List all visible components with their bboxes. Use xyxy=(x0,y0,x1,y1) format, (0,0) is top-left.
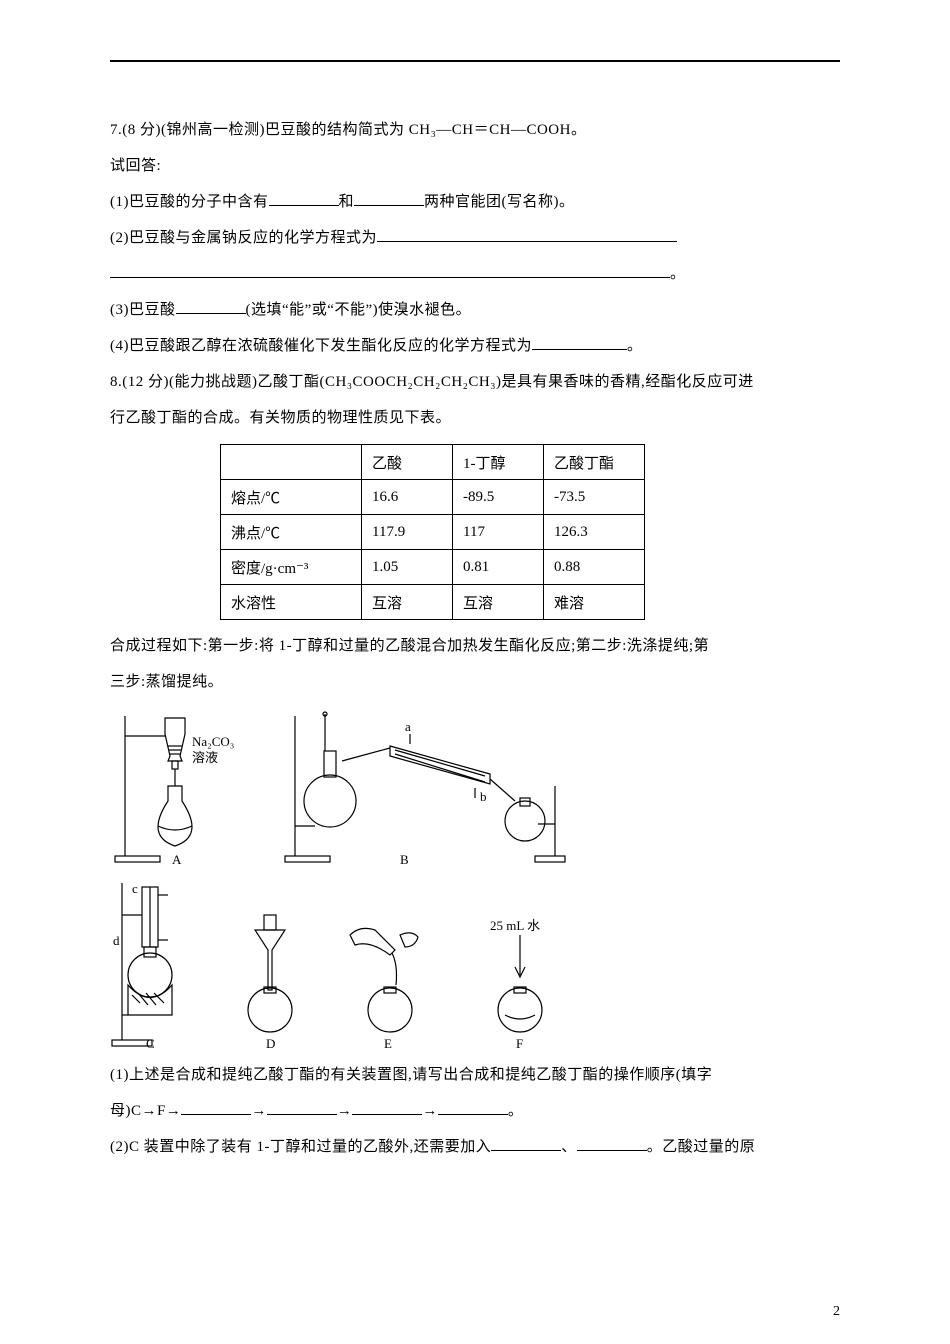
q8-q2: (2)C 装置中除了装有 1-丁醇和过量的乙酸外,还需要加入 、 。乙酸过量的原 xyxy=(110,1129,840,1165)
label-d: D xyxy=(266,1036,275,1050)
cell: 互溶 xyxy=(453,585,544,620)
cell: 熔点/℃ xyxy=(221,480,362,515)
header-rule xyxy=(110,60,840,62)
apparatus-d: D xyxy=(230,875,310,1053)
q8-q1-pre: 母)C→F→ xyxy=(110,1103,181,1119)
cell: 0.88 xyxy=(544,550,645,585)
label-f: F xyxy=(516,1036,523,1050)
q7-p4-end: 。 xyxy=(627,338,643,354)
apparatus-b: a b B xyxy=(280,706,570,869)
q8-q2-a: (2)C 装置中除了装有 1-丁醇和过量的乙酸外,还需要加入 xyxy=(110,1139,491,1155)
cell: -89.5 xyxy=(453,480,544,515)
cell: 乙酸丁酯 xyxy=(544,445,645,480)
cell: 难溶 xyxy=(544,585,645,620)
q7-part2: (2)巴豆酸与金属钠反应的化学方程式为 xyxy=(110,220,840,256)
cell: 1.05 xyxy=(362,550,453,585)
q7-p3-a: (3)巴豆酸 xyxy=(110,302,176,318)
q8-q1-end: 。 xyxy=(508,1103,524,1119)
q7-p2-end: 。 xyxy=(670,266,686,282)
label-e: E xyxy=(384,1036,392,1050)
q7-p4-a: (4)巴豆酸跟乙醇在浓硫酸催化下发生酯化反应的化学方程式为 xyxy=(110,338,532,354)
table-row: 沸点/℃ 117.9 117 126.3 xyxy=(221,515,645,550)
cell: 126.3 xyxy=(544,515,645,550)
arrow: → xyxy=(251,1103,267,1119)
blank xyxy=(377,227,677,242)
q7-line2: 试回答: xyxy=(110,148,840,184)
cell: 117.9 xyxy=(362,515,453,550)
apparatus-f: 25 mL 水 F xyxy=(460,875,580,1053)
blank xyxy=(354,191,424,206)
blank xyxy=(176,299,246,314)
cell: -73.5 xyxy=(544,480,645,515)
q7-part1: (1)巴豆酸的分子中含有 和 两种官能团(写名称)。 xyxy=(110,184,840,220)
q7-p1-a: (1)巴豆酸的分子中含有 xyxy=(110,194,269,210)
q7-p1-b: 和 xyxy=(339,194,355,210)
q7-p3-b: (选填“能”或“不能”)使溴水褪色。 xyxy=(246,302,472,318)
cell: 16.6 xyxy=(362,480,453,515)
diagram-row-2: c d C xyxy=(110,875,840,1053)
q8-stem-a: 8.(12 分)(能力挑战题)乙酸丁酯(CH₃COOCH₂CH₂CH₂CH₃)是… xyxy=(110,364,840,400)
cell xyxy=(221,445,362,480)
label-a-small: a xyxy=(405,719,411,734)
blank xyxy=(181,1100,251,1115)
q7-p2: (2)巴豆酸与金属钠反应的化学方程式为 xyxy=(110,230,377,246)
cell: 互溶 xyxy=(362,585,453,620)
cell: 沸点/℃ xyxy=(221,515,362,550)
blank xyxy=(577,1136,647,1151)
label-a: A xyxy=(172,852,182,866)
q8-after-table-a: 合成过程如下:第一步:将 1-丁醇和过量的乙酸混合加热发生酯化反应;第二步:洗涤… xyxy=(110,628,840,664)
table-row: 水溶性 互溶 互溶 难溶 xyxy=(221,585,645,620)
q8-stem-b: 行乙酸丁酯的合成。有关物质的物理性质见下表。 xyxy=(110,400,840,436)
sep: 、 xyxy=(561,1139,577,1155)
label-c-small: c xyxy=(132,881,138,896)
q8-q1-b: 母)C→F→ → → → 。 xyxy=(110,1093,840,1129)
cell: 1-丁醇 xyxy=(453,445,544,480)
apparatus-a: Na₂CO₃ 溶液 A xyxy=(110,706,250,869)
blank xyxy=(267,1100,337,1115)
table-row: 熔点/℃ 16.6 -89.5 -73.5 xyxy=(221,480,645,515)
blank xyxy=(438,1100,508,1115)
page-number: 2 xyxy=(833,1304,840,1320)
cell: 117 xyxy=(453,515,544,550)
na2co3-label: Na₂CO₃ xyxy=(192,734,234,749)
q7-part2-line2: 。 xyxy=(110,256,840,292)
label-d-small: d xyxy=(113,933,120,948)
apparatus-e: E xyxy=(340,875,430,1053)
blank xyxy=(491,1136,561,1151)
cell: 乙酸 xyxy=(362,445,453,480)
q7-stem: 7.(8 分)(锦州高一检测)巴豆酸的结构简式为 CH₃—CH＝CH—COOH。 xyxy=(110,112,840,148)
cell: 0.81 xyxy=(453,550,544,585)
solution-label: 溶液 xyxy=(192,750,218,765)
q7-part4: (4)巴豆酸跟乙醇在浓硫酸催化下发生酯化反应的化学方程式为 。 xyxy=(110,328,840,364)
cell: 密度/g·cm⁻³ xyxy=(221,550,362,585)
label-b: B xyxy=(400,852,409,866)
cell: 水溶性 xyxy=(221,585,362,620)
diagram-row-1: Na₂CO₃ 溶液 A xyxy=(110,706,840,869)
q8-after-table-b: 三步:蒸馏提纯。 xyxy=(110,664,840,700)
label-b-small: b xyxy=(480,789,487,804)
properties-table: 乙酸 1-丁醇 乙酸丁酯 熔点/℃ 16.6 -89.5 -73.5 沸点/℃ … xyxy=(220,444,645,620)
blank xyxy=(352,1100,422,1115)
blank xyxy=(532,335,627,350)
q7-part3: (3)巴豆酸 (选填“能”或“不能”)使溴水褪色。 xyxy=(110,292,840,328)
q8-q1-a: (1)上述是合成和提纯乙酸丁酯的有关装置图,请写出合成和提纯乙酸丁酯的操作顺序(… xyxy=(110,1057,840,1093)
table-row: 密度/g·cm⁻³ 1.05 0.81 0.88 xyxy=(221,550,645,585)
q8-q2-b: 。乙酸过量的原 xyxy=(647,1139,756,1155)
arrow: → xyxy=(422,1103,438,1119)
q7-p1-c: 两种官能团(写名称)。 xyxy=(424,194,575,210)
label-c: C xyxy=(146,1036,155,1050)
table-row: 乙酸 1-丁醇 乙酸丁酯 xyxy=(221,445,645,480)
water-label: 25 mL 水 xyxy=(490,918,540,933)
apparatus-c: c d C xyxy=(110,875,200,1053)
blank xyxy=(110,263,670,278)
blank xyxy=(269,191,339,206)
arrow: → xyxy=(337,1103,353,1119)
